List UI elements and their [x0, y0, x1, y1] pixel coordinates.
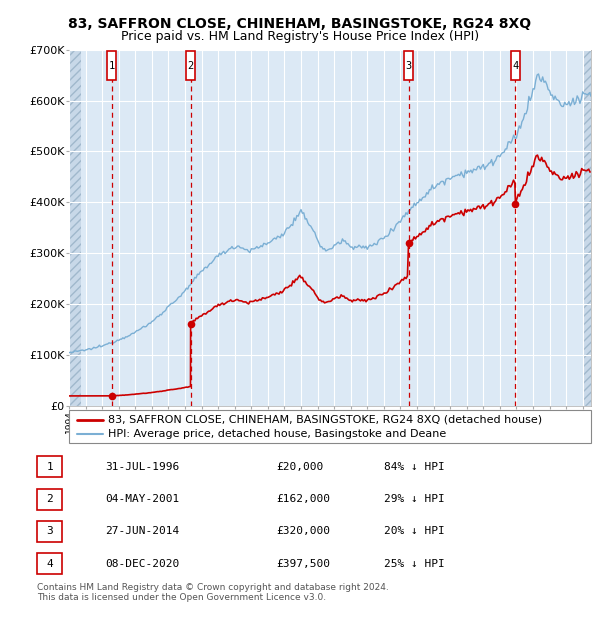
Text: 2: 2 [46, 494, 53, 504]
FancyBboxPatch shape [404, 51, 413, 80]
Text: 25% ↓ HPI: 25% ↓ HPI [384, 559, 445, 569]
Text: 4: 4 [46, 559, 53, 569]
Text: HPI: Average price, detached house, Basingstoke and Deane: HPI: Average price, detached house, Basi… [108, 429, 446, 439]
Text: £320,000: £320,000 [276, 526, 330, 536]
Text: £162,000: £162,000 [276, 494, 330, 504]
FancyBboxPatch shape [107, 51, 116, 80]
FancyBboxPatch shape [69, 410, 591, 443]
Text: 83, SAFFRON CLOSE, CHINEHAM, BASINGSTOKE, RG24 8XQ: 83, SAFFRON CLOSE, CHINEHAM, BASINGSTOKE… [68, 17, 532, 32]
Text: 27-JUN-2014: 27-JUN-2014 [105, 526, 179, 536]
Text: 3: 3 [46, 526, 53, 536]
Text: 83, SAFFRON CLOSE, CHINEHAM, BASINGSTOKE, RG24 8XQ (detached house): 83, SAFFRON CLOSE, CHINEHAM, BASINGSTOKE… [108, 415, 542, 425]
FancyBboxPatch shape [186, 51, 195, 80]
FancyBboxPatch shape [511, 51, 520, 80]
Text: 2: 2 [188, 61, 194, 71]
Text: 4: 4 [512, 61, 518, 71]
Text: 1: 1 [109, 61, 115, 71]
Text: 04-MAY-2001: 04-MAY-2001 [105, 494, 179, 504]
Text: 31-JUL-1996: 31-JUL-1996 [105, 462, 179, 472]
Text: Price paid vs. HM Land Registry's House Price Index (HPI): Price paid vs. HM Land Registry's House … [121, 30, 479, 43]
Text: 08-DEC-2020: 08-DEC-2020 [105, 559, 179, 569]
Text: £397,500: £397,500 [276, 559, 330, 569]
Bar [583, 50, 591, 406]
Text: Contains HM Land Registry data © Crown copyright and database right 2024.
This d: Contains HM Land Registry data © Crown c… [37, 583, 389, 602]
Text: 84% ↓ HPI: 84% ↓ HPI [384, 462, 445, 472]
Bar [69, 50, 82, 406]
Text: 3: 3 [406, 61, 412, 71]
Text: 20% ↓ HPI: 20% ↓ HPI [384, 526, 445, 536]
Text: 29% ↓ HPI: 29% ↓ HPI [384, 494, 445, 504]
Text: 1: 1 [46, 462, 53, 472]
Text: £20,000: £20,000 [276, 462, 323, 472]
